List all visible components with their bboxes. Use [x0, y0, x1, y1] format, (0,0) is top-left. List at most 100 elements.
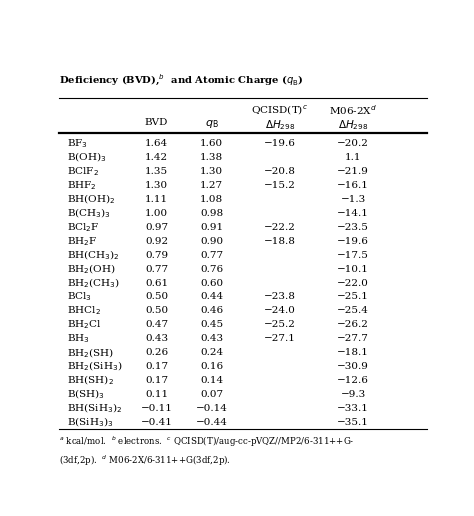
Text: 0.43: 0.43	[200, 334, 223, 343]
Text: 0.11: 0.11	[145, 390, 168, 399]
Text: 0.24: 0.24	[200, 348, 223, 357]
Text: −19.6: −19.6	[337, 237, 369, 246]
Text: 1.27: 1.27	[200, 181, 223, 190]
Text: −25.4: −25.4	[337, 307, 369, 315]
Text: 1.30: 1.30	[145, 181, 168, 190]
Text: −24.0: −24.0	[264, 307, 296, 315]
Text: −10.1: −10.1	[337, 265, 369, 273]
Text: BH$_2$(CH$_3$): BH$_2$(CH$_3$)	[66, 276, 120, 290]
Text: −15.2: −15.2	[264, 181, 296, 190]
Text: −17.5: −17.5	[337, 251, 369, 260]
Text: −22.2: −22.2	[264, 223, 296, 232]
Text: 1.08: 1.08	[200, 195, 223, 204]
Text: Deficiency (BVD),$^b$  and Atomic Charge ($q_\mathrm{B}$): Deficiency (BVD),$^b$ and Atomic Charge …	[59, 72, 304, 87]
Text: −18.1: −18.1	[337, 348, 369, 357]
Text: 0.91: 0.91	[200, 223, 223, 232]
Text: BH$_2$Cl: BH$_2$Cl	[66, 318, 101, 331]
Text: −0.14: −0.14	[196, 404, 228, 413]
Text: −16.1: −16.1	[337, 181, 369, 190]
Text: 1.1: 1.1	[345, 153, 361, 162]
Text: 0.07: 0.07	[200, 390, 223, 399]
Text: 0.14: 0.14	[200, 376, 223, 385]
Text: $q_\mathrm{B}$: $q_\mathrm{B}$	[205, 118, 219, 131]
Text: M06-2X$^d$: M06-2X$^d$	[329, 104, 377, 118]
Text: 0.76: 0.76	[200, 265, 223, 273]
Text: 0.45: 0.45	[200, 320, 223, 329]
Text: BHF$_2$: BHF$_2$	[66, 179, 96, 192]
Text: 0.60: 0.60	[200, 279, 223, 287]
Text: 0.50: 0.50	[145, 307, 168, 315]
Text: −18.8: −18.8	[264, 237, 296, 246]
Text: 0.47: 0.47	[145, 320, 168, 329]
Text: 0.97: 0.97	[145, 223, 168, 232]
Text: BH(SH)$_2$: BH(SH)$_2$	[66, 374, 113, 388]
Text: B(CH$_3$)$_3$: B(CH$_3$)$_3$	[66, 206, 110, 220]
Text: 0.50: 0.50	[145, 293, 168, 301]
Text: 0.17: 0.17	[145, 362, 168, 371]
Text: BH(CH$_3$)$_2$: BH(CH$_3$)$_2$	[66, 248, 119, 262]
Text: BH$_2$(OH): BH$_2$(OH)	[66, 262, 115, 276]
Text: −33.1: −33.1	[337, 404, 369, 413]
Text: −12.6: −12.6	[337, 376, 369, 385]
Text: 1.11: 1.11	[145, 195, 168, 204]
Text: −23.5: −23.5	[337, 223, 369, 232]
Text: −23.8: −23.8	[264, 293, 296, 301]
Text: $^a$ kcal/mol.  $^b$ electrons.  $^c$ QCISD(T)/aug-cc-pVQZ//MP2/6-311++G-
(3df,2: $^a$ kcal/mol. $^b$ electrons. $^c$ QCIS…	[59, 434, 355, 468]
Text: 0.26: 0.26	[145, 348, 168, 357]
Text: 1.38: 1.38	[200, 153, 223, 162]
Text: B(SH)$_3$: B(SH)$_3$	[66, 388, 105, 401]
Text: −35.1: −35.1	[337, 418, 369, 427]
Text: −21.9: −21.9	[337, 167, 369, 176]
Text: −22.0: −22.0	[337, 279, 369, 287]
Text: BH$_2$F: BH$_2$F	[66, 235, 97, 248]
Text: 1.60: 1.60	[200, 139, 223, 148]
Text: 1.30: 1.30	[200, 167, 223, 176]
Text: B(SiH$_3$)$_3$: B(SiH$_3$)$_3$	[66, 416, 113, 429]
Text: 0.77: 0.77	[145, 265, 168, 273]
Text: B(OH)$_3$: B(OH)$_3$	[66, 151, 106, 164]
Text: BHCl$_2$: BHCl$_2$	[66, 304, 100, 317]
Text: 0.90: 0.90	[200, 237, 223, 246]
Text: 0.98: 0.98	[200, 209, 223, 218]
Text: −1.3: −1.3	[340, 195, 366, 204]
Text: 0.61: 0.61	[145, 279, 168, 287]
Text: −14.1: −14.1	[337, 209, 369, 218]
Text: −0.44: −0.44	[196, 418, 228, 427]
Text: −26.2: −26.2	[337, 320, 369, 329]
Text: BH(OH)$_2$: BH(OH)$_2$	[66, 192, 115, 206]
Text: 0.16: 0.16	[200, 362, 223, 371]
Text: −19.6: −19.6	[264, 139, 296, 148]
Text: −27.7: −27.7	[337, 334, 369, 343]
Text: BClF$_2$: BClF$_2$	[66, 165, 99, 178]
Text: −0.41: −0.41	[141, 418, 173, 427]
Text: 1.64: 1.64	[145, 139, 168, 148]
Text: 1.35: 1.35	[145, 167, 168, 176]
Text: BH(SiH$_3$)$_2$: BH(SiH$_3$)$_2$	[66, 402, 122, 415]
Text: −9.3: −9.3	[340, 390, 366, 399]
Text: 0.77: 0.77	[200, 251, 223, 260]
Text: BF$_3$: BF$_3$	[66, 137, 88, 150]
Text: 0.17: 0.17	[145, 376, 168, 385]
Text: 0.79: 0.79	[145, 251, 168, 260]
Text: QCISD(T)$^c$: QCISD(T)$^c$	[251, 104, 308, 117]
Text: 0.46: 0.46	[200, 307, 223, 315]
Text: 0.44: 0.44	[200, 293, 223, 301]
Text: −20.8: −20.8	[264, 167, 296, 176]
Text: −25.1: −25.1	[337, 293, 369, 301]
Text: BCl$_3$: BCl$_3$	[66, 291, 91, 303]
Text: 0.92: 0.92	[145, 237, 168, 246]
Text: −30.9: −30.9	[337, 362, 369, 371]
Text: $\Delta H_{298}$: $\Delta H_{298}$	[338, 118, 368, 132]
Text: −20.2: −20.2	[337, 139, 369, 148]
Text: −27.1: −27.1	[264, 334, 296, 343]
Text: BVD: BVD	[145, 118, 168, 127]
Text: 1.42: 1.42	[145, 153, 168, 162]
Text: BCl$_2$F: BCl$_2$F	[66, 221, 99, 234]
Text: −0.11: −0.11	[141, 404, 173, 413]
Text: −25.2: −25.2	[264, 320, 296, 329]
Text: BH$_2$(SH): BH$_2$(SH)	[66, 346, 114, 360]
Text: BH$_3$: BH$_3$	[66, 332, 90, 345]
Text: BH$_2$(SiH$_3$): BH$_2$(SiH$_3$)	[66, 360, 122, 374]
Text: $\Delta H_{298}$: $\Delta H_{298}$	[264, 118, 295, 132]
Text: 0.43: 0.43	[145, 334, 168, 343]
